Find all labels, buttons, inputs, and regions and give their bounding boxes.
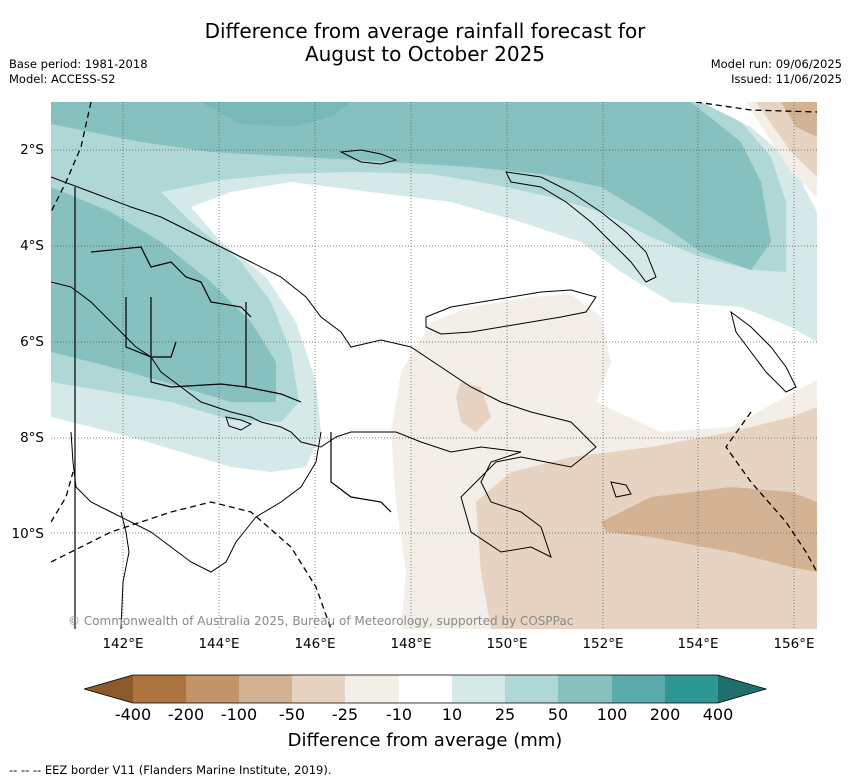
rainfall-anomaly-map [51,102,817,629]
colorbar-graphic [82,674,768,704]
eez-footnote: -- -- -- EEZ border V11 (Flanders Marine… [9,763,332,777]
longitude-tick: 154°E [677,636,719,652]
longitude-tick: 152°E [582,636,624,652]
latitude-tick: 4°S [20,238,44,254]
colorbar-label: -400 [114,705,152,724]
latitude-tick: 10°S [11,526,45,542]
contour-100-200 [201,102,351,127]
meta-left: Base period: 1981-2018 Model: ACCESS-S2 [9,57,148,87]
new-ireland-coast [505,171,657,283]
longitude-tick: 146°E [294,636,336,652]
colorbar-extend-high [718,675,766,703]
bougainville-coast [730,310,797,393]
colorbar-label: -200 [167,705,205,724]
new-guinea-coast [51,176,597,558]
longitude-tick: 148°E [390,636,432,652]
provincial-borders [74,187,392,629]
colorbar-title: Difference from average (mm) [287,730,563,751]
colorbar-label: -50 [278,705,306,724]
manus-coast [339,149,398,165]
colorbar-swatch [133,675,186,703]
longitude-tick: 144°E [198,636,240,652]
colorbar [82,674,768,704]
colorbar-label: 10 [441,705,463,724]
latitude-tick: 8°S [20,430,44,446]
colorbar-swatch [452,675,505,703]
latitude-tick: 6°S [20,334,44,350]
torres-strait-islands [225,416,632,498]
colorbar-label: 400 [702,705,734,724]
colorbar-label: 50 [547,705,569,724]
issued-date: Issued: 11/06/2025 [731,72,842,86]
new-guinea-south-coast [70,431,322,573]
colorbar-swatch [665,675,718,703]
colorbar-label: 25 [494,705,516,724]
map-grid [51,102,817,629]
colorbar-swatch [345,675,399,703]
colorbar-label: -100 [220,705,258,724]
colorbar-swatch [292,675,345,703]
colorbar-label: -10 [385,705,413,724]
copyright-notice: © Commonwealth of Australia 2025, Bureau… [68,614,574,628]
contour-neg50-neg100 [601,102,817,572]
meta-right: Model run: 09/06/2025 Issued: 11/06/2025 [711,57,842,87]
coastlines [51,149,797,629]
longitude-tick: 150°E [486,636,528,652]
colorbar-label: -25 [331,705,359,724]
base-period: Base period: 1981-2018 [9,57,148,71]
model-run: Model run: 09/06/2025 [710,57,842,71]
longitude-tick: 156°E [773,636,815,652]
colorbar-extend-low [84,675,133,703]
colorbar-swatch [612,675,665,703]
colorbar-swatch [505,675,558,703]
map-panel [51,102,817,629]
colorbar-labels: -400 -200 -100 -50 -25 -10 10 25 50 100 … [0,705,850,725]
eez-borders [51,102,817,629]
longitude-tick: 142°E [102,636,144,652]
colorbar-swatch [399,675,452,703]
model-name: Model: ACCESS-S2 [9,72,116,86]
map-title: Difference from average rainfall forecas… [0,20,850,66]
colorbar-swatch [558,675,612,703]
colorbar-swatch [239,675,292,703]
title-line-1: Difference from average rainfall forecas… [204,19,646,43]
colorbar-label: 100 [596,705,628,724]
longitude-axis: 142°E 144°E 146°E 148°E 150°E 152°E 154°… [0,636,850,654]
colorbar-label: 200 [649,705,681,724]
new-britain-coast [425,289,597,335]
title-line-2: August to October 2025 [304,42,546,66]
cape-york-coast [120,511,130,629]
latitude-tick: 2°S [20,142,44,158]
contour-50-100 [51,102,771,402]
colorbar-swatch [186,675,239,703]
